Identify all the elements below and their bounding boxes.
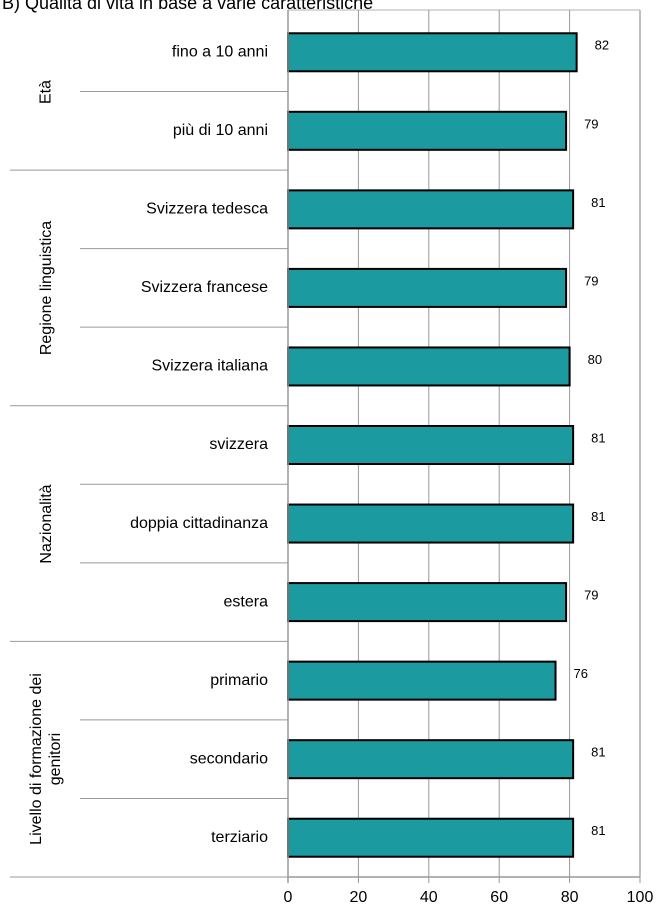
bar <box>287 739 575 780</box>
y-tick-label: terziario <box>211 829 268 846</box>
bar <box>287 267 568 308</box>
y-tick-label: fino a 10 anni <box>172 43 268 60</box>
y-tick-label: doppia cittadinanza <box>130 515 268 532</box>
y-tick-label: secondario <box>190 750 268 767</box>
y-tick-label: Svizzera italiana <box>152 358 269 375</box>
value-label: 80 <box>588 352 602 367</box>
y-tick-label: primario <box>210 672 268 689</box>
y-tick-label: più di 10 anni <box>173 122 268 139</box>
x-tick-label: 40 <box>420 889 438 906</box>
bar <box>287 425 575 465</box>
group-label: Nazionalità <box>37 483 55 564</box>
value-label: 79 <box>584 273 598 288</box>
y-tick-label: estera <box>224 593 269 610</box>
bar <box>287 346 571 387</box>
value-label: 81 <box>591 823 605 838</box>
y-tick-label: Svizzera francese <box>141 279 268 296</box>
y-tick-label: Svizzera tedesca <box>146 201 268 218</box>
value-label: 81 <box>591 745 605 760</box>
value-label: 81 <box>591 430 605 445</box>
value-label: 82 <box>595 38 609 53</box>
value-label: 81 <box>591 195 605 210</box>
bar <box>287 110 568 151</box>
group-label: Livello di formazione dei genitori <box>28 673 64 845</box>
value-label: 76 <box>574 666 588 681</box>
x-tick-label: 80 <box>561 889 579 906</box>
value-label: 79 <box>584 588 598 603</box>
value-label: 81 <box>591 509 605 524</box>
x-tick-label: 100 <box>627 889 654 906</box>
group-label: Età <box>37 79 55 104</box>
bar <box>287 660 557 701</box>
x-tick-label: 20 <box>350 889 368 906</box>
bar <box>287 582 568 623</box>
y-tick-label: svizzera <box>209 436 268 453</box>
x-tick-label: 0 <box>284 889 293 906</box>
bar <box>287 503 575 544</box>
x-tick-label: 60 <box>490 889 508 906</box>
bar <box>287 817 575 858</box>
bar <box>287 189 575 230</box>
group-label: Regione linguistica <box>37 220 55 356</box>
value-label: 79 <box>584 116 598 131</box>
bar <box>287 32 578 73</box>
chart-title: B) Qualità di vita in base a varie carat… <box>2 0 373 13</box>
